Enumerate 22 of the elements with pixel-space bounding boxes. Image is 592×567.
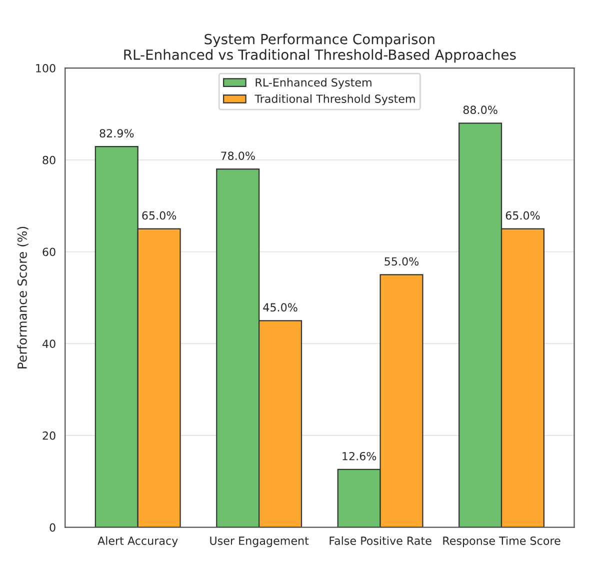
data-label: 55.0% bbox=[384, 257, 419, 266]
y-tick-label: 60 bbox=[42, 248, 56, 256]
x-tick-label: False Positive Rate bbox=[330, 536, 432, 545]
y-tick-label: 0 bbox=[50, 523, 56, 532]
y-axis-title: Performance Score (%) bbox=[17, 226, 28, 368]
data-label: 65.0% bbox=[142, 211, 176, 220]
y-tick-label: 40 bbox=[42, 340, 56, 348]
data-label: 82.9% bbox=[100, 129, 134, 138]
data-label: 88.0% bbox=[463, 106, 498, 114]
x-tick-label: Response Time Score bbox=[443, 536, 560, 548]
data-label: 12.6% bbox=[342, 452, 376, 460]
data-label: 45.0% bbox=[263, 303, 298, 312]
data-label: 78.0% bbox=[221, 152, 255, 160]
x-tick-label: User Engagement bbox=[210, 536, 309, 548]
legend-label: RL-Enhanced System bbox=[256, 78, 372, 89]
y-tick-label: 80 bbox=[42, 156, 56, 164]
chart-title: System Performance Comparison RL-Enhanced vs Traditional Threshold-Based Approaches bbox=[124, 34, 516, 63]
data-label: 65.0% bbox=[506, 211, 540, 220]
y-tick-label: 20 bbox=[42, 431, 56, 440]
legend-label: Traditional Threshold System bbox=[254, 94, 415, 106]
x-tick-label: Alert Accuracy bbox=[98, 536, 178, 548]
y-tick-label: 100 bbox=[36, 64, 56, 72]
